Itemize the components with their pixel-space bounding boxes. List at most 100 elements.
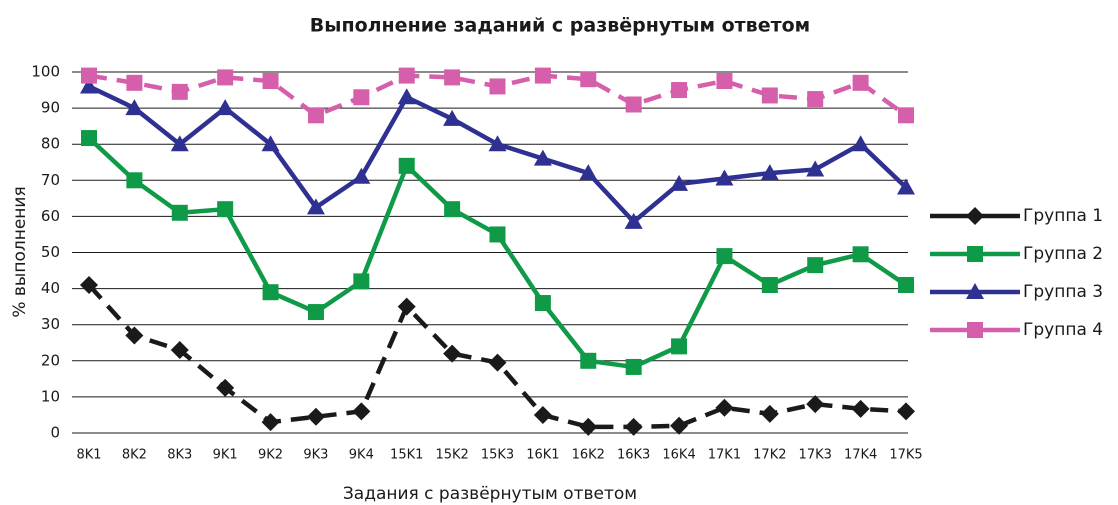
marker [217,69,234,86]
marker [670,416,689,435]
marker [397,297,416,316]
marker [489,78,506,95]
marker [715,398,734,417]
marker [353,89,370,106]
x-tick-label: 9K4 [349,448,374,463]
y-tick-label: 70 [41,171,60,189]
y-tick-label: 80 [41,135,60,153]
x-tick-label: 16K3 [617,448,650,463]
marker [171,204,188,221]
x-tick-label: 16K2 [572,448,605,463]
marker [125,326,144,345]
marker [217,201,234,218]
marker [125,99,144,116]
x-tick-label: 16K1 [526,448,559,463]
marker [851,135,870,152]
marker [261,135,280,152]
x-tick-label: 9K1 [213,448,238,463]
marker [898,276,914,293]
chart-title: Выполнение заданий с развёрнутым ответом [310,15,810,37]
marker [126,172,143,189]
x-axis-label: Задания с развёрнутым ответом [343,484,637,504]
marker [670,174,689,191]
marker [579,417,598,436]
marker [806,395,825,414]
marker [307,107,324,124]
marker [262,284,279,301]
legend-label: Группа 1 [1023,206,1103,226]
x-tick-label: 15K2 [435,448,468,463]
x-tick-label: 8K1 [76,448,101,463]
marker [580,71,597,88]
marker [306,407,325,426]
marker [715,169,734,186]
marker [671,82,688,99]
marker [216,99,235,116]
x-tick-label: 16K4 [662,448,695,463]
marker [967,246,983,262]
x-tick-label: 17K3 [799,448,832,463]
marker [966,207,984,225]
marker [261,413,280,432]
y-axis-label: % выполнения [10,186,30,317]
marker [262,73,279,90]
marker [444,69,461,86]
marker [852,74,869,91]
marker [760,164,779,181]
marker [306,198,325,215]
marker [580,352,597,369]
marker [80,77,98,94]
y-tick-label: 0 [50,424,60,442]
marker [126,74,143,91]
y-tick-label: 20 [41,351,60,369]
marker [625,96,642,113]
legend-label: Группа 3 [1023,282,1103,302]
marker [761,87,778,104]
y-tick-label: 100 [31,63,60,81]
marker [170,340,189,359]
marker [444,201,461,218]
marker [716,73,733,90]
y-tick-label: 30 [41,315,60,333]
marker [897,178,915,195]
marker [81,67,97,84]
marker [579,164,598,181]
marker [488,135,507,152]
marker [851,399,870,418]
marker [625,358,642,375]
marker [489,226,506,243]
marker [353,273,370,290]
legend-label: Группа 2 [1023,244,1103,264]
marker [806,160,825,177]
x-tick-label: 15K1 [390,448,423,463]
marker [171,83,188,100]
x-tick-label: 9K2 [258,448,283,463]
marker [170,135,189,152]
marker [398,67,415,84]
marker [81,130,97,147]
x-tick-label: 8K2 [122,448,147,463]
marker [852,246,869,263]
marker [807,257,824,274]
marker [716,248,733,265]
marker [307,304,324,321]
marker [534,67,551,84]
marker [488,353,507,372]
marker [398,157,415,174]
y-tick-label: 60 [41,207,60,225]
marker [80,275,98,294]
y-tick-label: 40 [41,279,60,297]
y-tick-label: 10 [41,387,60,405]
marker [760,404,779,423]
marker [352,167,371,184]
marker [443,344,462,363]
legend-label: Группа 4 [1023,320,1103,340]
marker [967,322,983,338]
marker [624,212,643,229]
marker [397,88,416,105]
marker [761,276,778,293]
marker [898,107,914,124]
marker [533,405,552,424]
marker [966,283,984,299]
